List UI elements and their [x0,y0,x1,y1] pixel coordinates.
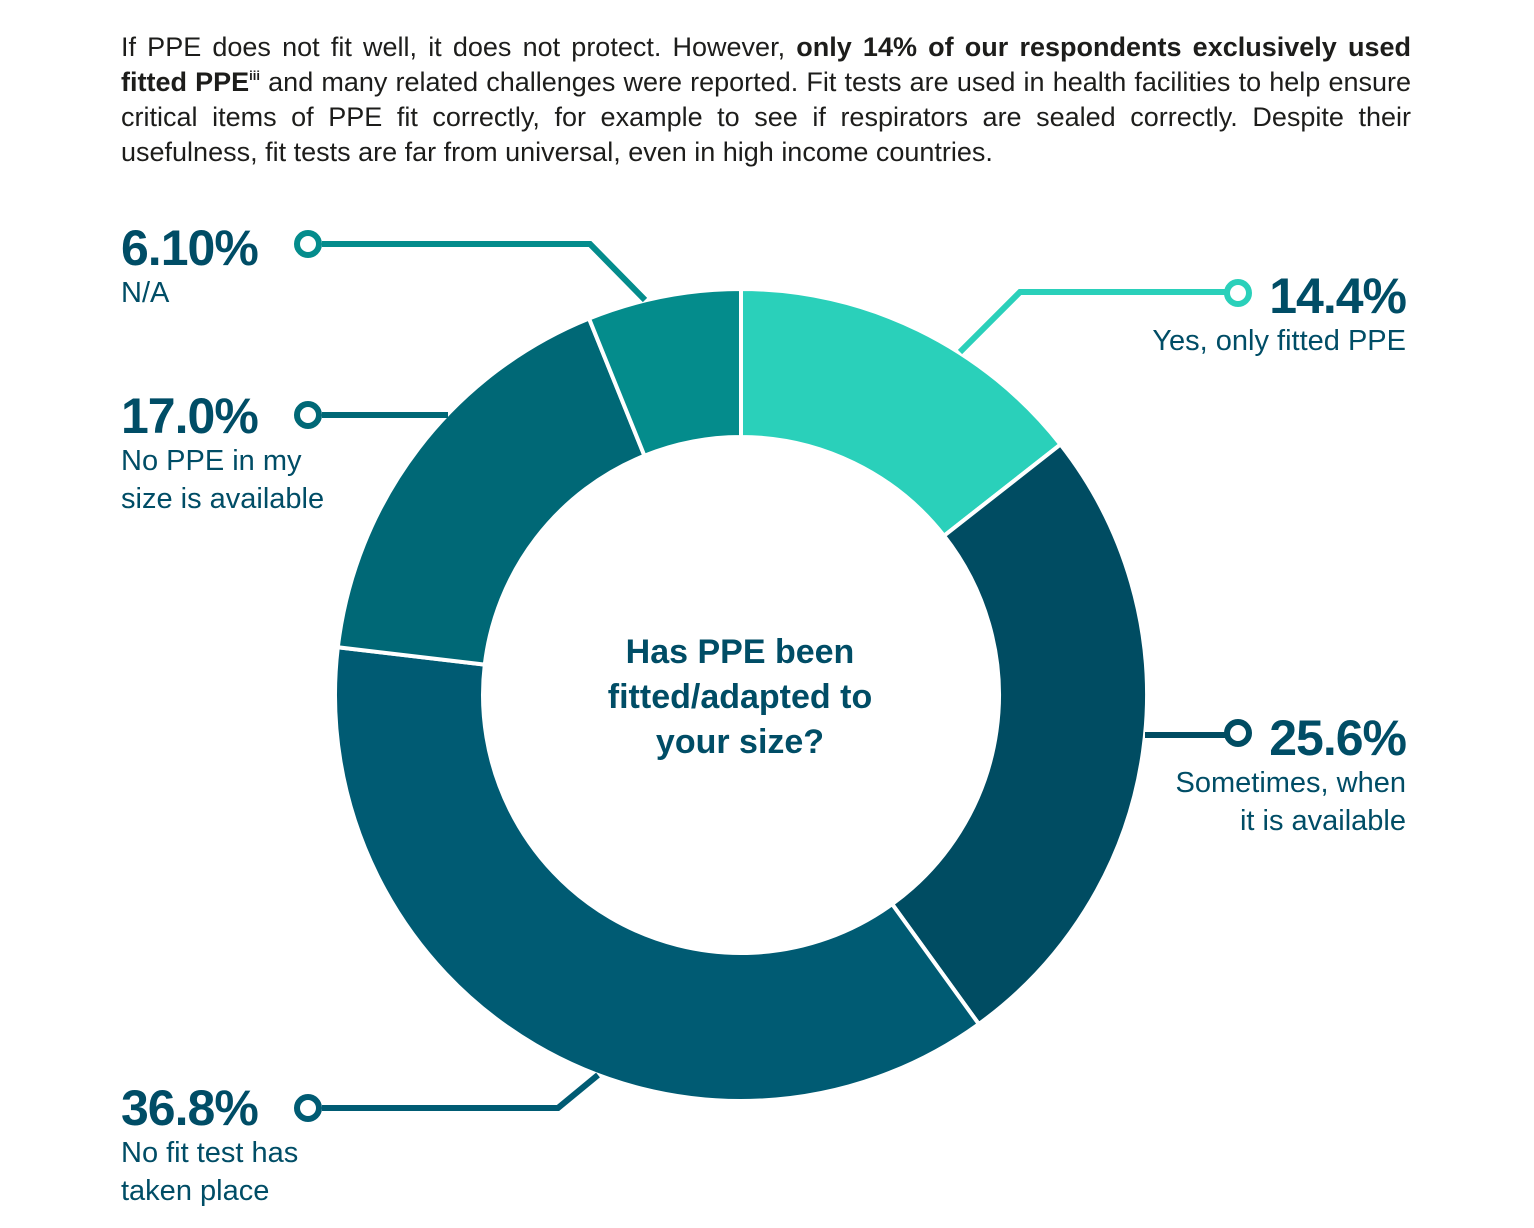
label-nofit-text-1: No fit test has [121,1137,299,1169]
label-sometimes-text-1: Sometimes, when [1175,767,1407,799]
donut-slice-3 [333,645,981,1103]
label-nofit: 36.8% No fit test has taken place [121,1082,298,1210]
label-nosize-text-1: No PPE in my [121,445,302,477]
label-na-value: 6.10% [121,220,259,276]
donut-slice-2 [890,442,1149,1027]
leader-dot-na [294,230,322,258]
footnote-marker[interactable]: iii [249,68,261,83]
label-yes-text: Yes, only fitted PPE [1152,325,1406,357]
label-nofit-text-2: taken place [121,1175,270,1207]
label-nosize: 17.0% No PPE in my size is available [121,390,324,518]
intro-text-1: If PPE does not fit well, it does not pr… [121,32,797,62]
leader-dot-sometimes [1224,719,1252,747]
leader-dot-nofit [294,1094,322,1122]
donut-slice-5 [587,287,743,458]
label-nosize-text-2: size is available [121,483,325,515]
label-sometimes-value: 25.6% [1269,710,1407,766]
leader-line-nofit [322,1072,600,1111]
leader-dot-nosize [294,401,322,429]
label-sometimes: 25.6% Sometimes, when it is available [1176,712,1407,840]
leader-line-yes [957,289,1225,355]
leader-line-na [322,241,648,303]
label-yes-value: 14.4% [1269,268,1407,324]
label-nofit-value: 36.8% [121,1080,259,1136]
label-na-text: N/A [121,277,170,309]
chart-center-question: Has PPE been fitted/adapted to your size… [607,633,873,761]
label-sometimes-text-2: it is available [1239,805,1406,837]
intro-bold-text: only 14% of our respondents exclusively … [121,32,1411,97]
donut-slice-4 [335,316,647,667]
intro-text-2: and many related challenges were reporte… [121,67,1411,167]
leader-dot-yes [1224,279,1252,307]
intro-paragraph: If PPE does not fit well, it does not pr… [121,30,1411,170]
label-na: 6.10% N/A [121,220,259,312]
label-nosize-value: 17.0% [121,388,259,444]
label-yes: 14.4% Yes, only fitted PPE [1152,268,1407,360]
